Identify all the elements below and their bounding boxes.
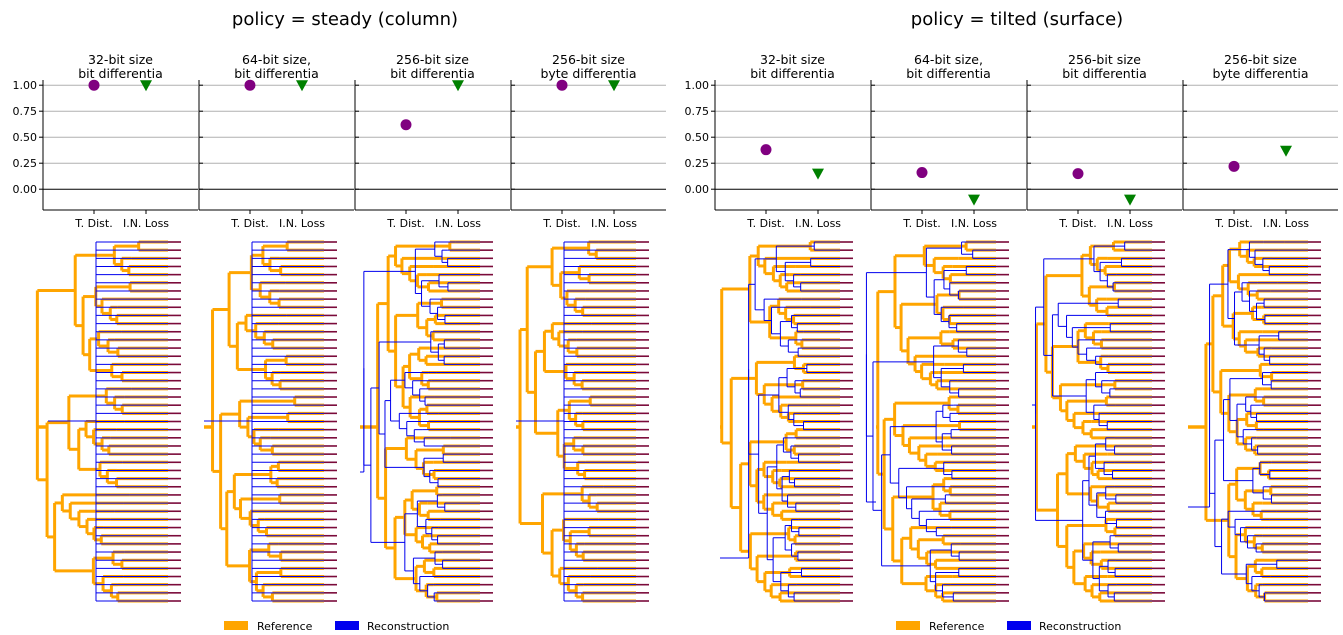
inner-node-loss-point: [812, 168, 824, 180]
panel-title-line: 256-bit size: [396, 52, 469, 67]
x-tick-label: T. Dist.: [74, 217, 112, 230]
tree-0-0: [35, 240, 181, 603]
x-tick-label: I.N. Loss: [123, 217, 169, 230]
left-group-title: policy = steady (column): [232, 9, 458, 30]
x-tick-label: I.N. Loss: [1107, 217, 1153, 230]
panel-title-line: bit differentia: [234, 66, 319, 81]
tree-0-3: [516, 240, 649, 603]
tree-1-3: [1188, 240, 1321, 603]
tree-1-2: [1032, 240, 1165, 603]
panel-title-line: bit differentia: [78, 66, 163, 81]
legend-left: Reference Reconstruction: [224, 620, 449, 633]
triplet-distance-point: [556, 79, 568, 91]
panel-title-line: 32-bit size: [760, 52, 825, 67]
inner-node-loss-point: [608, 80, 620, 92]
panel-0-1: 64-bit size,bit differentia T. Dist. I.N. …: [198, 52, 354, 603]
inner-node-loss-point: [1280, 145, 1292, 157]
x-tick-label: I.N. Loss: [279, 217, 325, 230]
x-tick-label: I.N. Loss: [1263, 217, 1309, 230]
triplet-distance-point: [400, 119, 412, 131]
y-tick-label: 1.00: [13, 79, 38, 92]
tree-0-2: [360, 240, 493, 603]
legend-reconstruction-swatch: [335, 621, 359, 630]
panel-title-line: 64-bit size,: [914, 52, 983, 67]
y-tick-label: 0.75: [13, 105, 38, 118]
right-group-title: policy = tilted (surface): [911, 9, 1123, 30]
panel-title-line: 64-bit size,: [242, 52, 311, 67]
y-tick-label: 0.50: [13, 131, 38, 144]
x-tick-label: I.N. Loss: [951, 217, 997, 230]
x-tick-label: T. Dist.: [1214, 217, 1252, 230]
panel-title-line: 256-bit size: [1224, 52, 1297, 67]
y-tick-label: 1.00: [685, 79, 710, 92]
y-tick-label: 0.25: [13, 157, 38, 170]
legend-reference-label: Reference: [257, 620, 313, 633]
triplet-distance-point: [760, 144, 772, 156]
legend-reference-swatch: [224, 621, 248, 630]
y-tick-label: 0.50: [685, 131, 710, 144]
panel-title-line: bit differentia: [750, 66, 835, 81]
legend-right: Reference Reconstruction: [896, 620, 1121, 633]
legend-reference-label: Reference: [929, 620, 985, 633]
inner-node-loss-point: [1124, 194, 1136, 206]
panel-title-line: bit differentia: [390, 66, 475, 81]
y-tick-label: 0.75: [685, 105, 710, 118]
triplet-distance-point: [916, 167, 928, 179]
triplet-distance-point: [244, 79, 256, 91]
y-tick-label: 0.00: [685, 183, 710, 196]
inner-node-loss-point: [140, 80, 152, 92]
x-tick-label: I.N. Loss: [435, 217, 481, 230]
legend-reconstruction-label: Reconstruction: [367, 620, 449, 633]
legend: Reference Reconstruction Reference Reconstr…: [224, 620, 1121, 633]
inner-node-loss-point: [968, 194, 980, 206]
panel-title-line: bit differentia: [906, 66, 991, 81]
legend-reference-swatch: [896, 621, 920, 630]
tree-0-1: [204, 240, 337, 603]
y-tick-label: 0.00: [13, 183, 38, 196]
panel-title-line: 256-bit size: [552, 52, 625, 67]
triplet-distance-point: [1228, 160, 1240, 172]
panel-title-line: byte differentia: [1212, 66, 1308, 81]
triplet-distance-point: [1072, 168, 1084, 180]
x-tick-label: T. Dist.: [746, 217, 784, 230]
triplet-distance-point: [88, 79, 100, 91]
tree-1-1: [865, 240, 1009, 603]
x-tick-label: T. Dist.: [542, 217, 580, 230]
panel-1-1: 64-bit size,bit differentia T. Dist. I.N. …: [865, 52, 1026, 603]
x-tick-label: T. Dist.: [230, 217, 268, 230]
x-tick-label: I.N. Loss: [795, 217, 841, 230]
tree-1-0: [720, 240, 853, 603]
panel-title-line: bit differentia: [1062, 66, 1147, 81]
x-tick-label: T. Dist.: [1058, 217, 1096, 230]
inner-node-loss-point: [452, 80, 464, 92]
x-tick-label: T. Dist.: [386, 217, 424, 230]
legend-reconstruction-swatch: [1007, 621, 1031, 630]
panel-title-line: byte differentia: [540, 66, 636, 81]
panel-title-line: 256-bit size: [1068, 52, 1141, 67]
x-tick-label: T. Dist.: [902, 217, 940, 230]
x-tick-label: I.N. Loss: [591, 217, 637, 230]
inner-node-loss-point: [296, 80, 308, 92]
panel-title-line: 32-bit size: [88, 52, 153, 67]
y-tick-label: 0.25: [685, 157, 710, 170]
legend-reconstruction-label: Reconstruction: [1039, 620, 1121, 633]
